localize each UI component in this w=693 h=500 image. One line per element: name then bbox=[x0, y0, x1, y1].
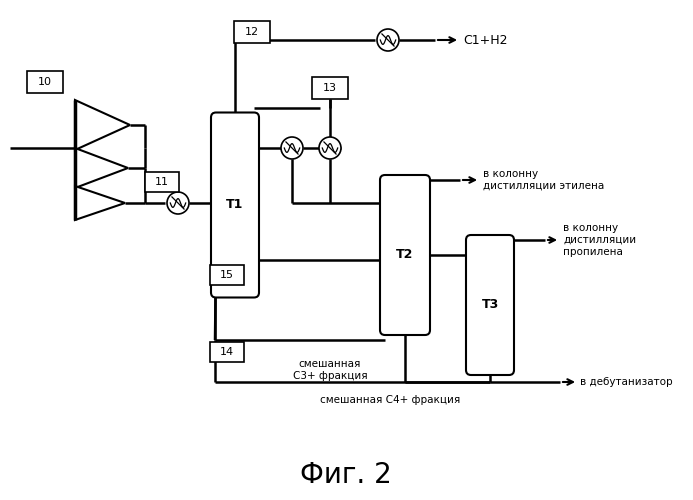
Text: в колонну
дистилляции
пропилена: в колонну дистилляции пропилена bbox=[563, 224, 636, 256]
FancyBboxPatch shape bbox=[466, 235, 514, 375]
Text: 13: 13 bbox=[323, 83, 337, 93]
Circle shape bbox=[167, 192, 189, 214]
Circle shape bbox=[377, 29, 399, 51]
Text: C1+H2: C1+H2 bbox=[463, 34, 507, 46]
Text: в колонну
дистилляции этилена: в колонну дистилляции этилена bbox=[483, 169, 604, 191]
Polygon shape bbox=[75, 186, 125, 220]
FancyBboxPatch shape bbox=[210, 265, 244, 285]
FancyBboxPatch shape bbox=[210, 342, 244, 362]
Text: T1: T1 bbox=[227, 198, 244, 211]
FancyBboxPatch shape bbox=[27, 71, 63, 93]
Text: в дебутанизатор: в дебутанизатор bbox=[580, 377, 673, 387]
Text: 15: 15 bbox=[220, 270, 234, 280]
FancyBboxPatch shape bbox=[211, 112, 259, 298]
Text: 11: 11 bbox=[155, 177, 169, 187]
Text: T3: T3 bbox=[482, 298, 499, 312]
Text: Фиг. 2: Фиг. 2 bbox=[300, 461, 392, 489]
Circle shape bbox=[281, 137, 303, 159]
Polygon shape bbox=[75, 100, 130, 150]
Polygon shape bbox=[75, 148, 128, 188]
FancyBboxPatch shape bbox=[145, 172, 179, 192]
FancyBboxPatch shape bbox=[312, 77, 348, 99]
FancyBboxPatch shape bbox=[380, 175, 430, 335]
Text: 14: 14 bbox=[220, 347, 234, 357]
Circle shape bbox=[319, 137, 341, 159]
Text: 10: 10 bbox=[38, 77, 52, 87]
Text: смешанная
C3+ фракция: смешанная C3+ фракция bbox=[292, 359, 367, 381]
Text: T2: T2 bbox=[396, 248, 414, 262]
FancyBboxPatch shape bbox=[234, 21, 270, 43]
Text: 12: 12 bbox=[245, 27, 259, 37]
Text: смешанная С4+ фракция: смешанная С4+ фракция bbox=[320, 395, 460, 405]
